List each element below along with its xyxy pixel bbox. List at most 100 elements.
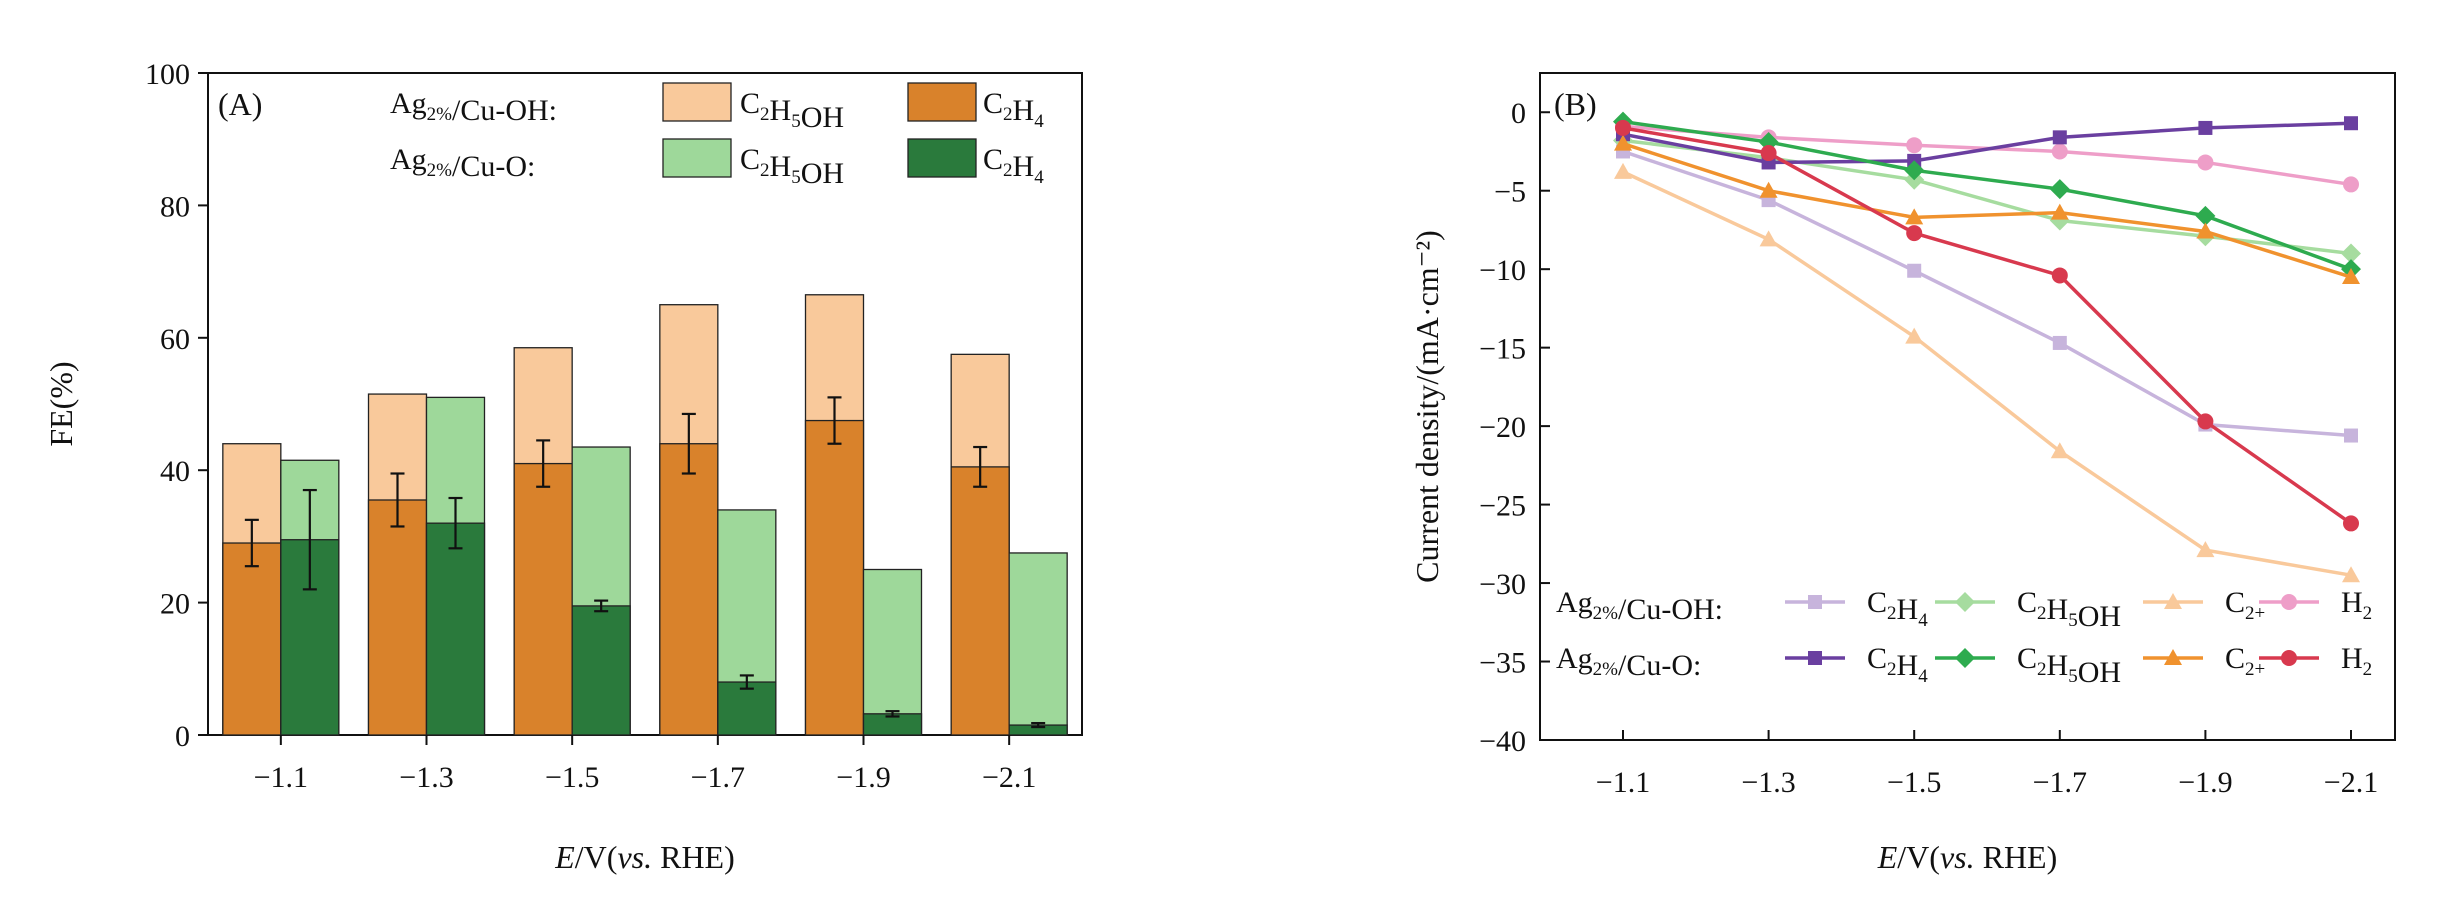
legend-swatch-c2h4	[907, 82, 977, 122]
legend-group-label: Ag2%/Cu-O:	[1556, 642, 1701, 682]
legend-label-c2h4: C2H4	[983, 143, 1044, 188]
y-tick-label: −35	[1479, 647, 1526, 680]
legend-label-c2h4: C2H4	[1867, 642, 1928, 687]
x-tick-label: −1.5	[1887, 766, 1941, 799]
panel-a-bar-chart: 0 20 40 60 80 100 −1.1 −1.3 −1.5 −1.7 −1.9 −2.1 FE(%…	[43, 58, 1083, 875]
plot-frame	[1539, 72, 2396, 741]
data-point-cu-oh-c2plus	[2342, 566, 2360, 583]
bar-c2h4-cu-o	[425, 522, 486, 736]
y-tick-label: −5	[1494, 176, 1526, 209]
series-line-cu-oh-c2h5oh	[1622, 138, 2352, 256]
series-line-cu-o-c2plus	[1622, 141, 2352, 279]
legend-label-c2h5oh: C2H5OH	[740, 143, 844, 190]
bar-c2h4-cu-oh	[950, 466, 1010, 736]
data-point-cu-oh-h2	[2343, 176, 2359, 193]
y-tick-label: 0	[175, 720, 190, 753]
legend-marker	[2281, 650, 2297, 666]
y-tick-label: −20	[1479, 411, 1526, 444]
data-point-cu-oh-h2	[2197, 154, 2214, 171]
y-tick-label: −15	[1479, 333, 1526, 366]
data-point-cu-oh-c2plus	[1905, 327, 1924, 344]
legend-group-label: Ag2%/Cu-O:	[390, 143, 535, 183]
series-line-cu-oh-c2h4	[1622, 149, 2352, 438]
y-axis-title: Current density/(mA·cm⁻²)	[1409, 230, 1445, 583]
data-point-cu-o-c2plus	[2196, 222, 2215, 239]
data-point-cu-o-h2	[2343, 515, 2359, 532]
bar-c2h4-cu-o	[571, 605, 631, 736]
legend-label-c2h4: C2H4	[1867, 586, 1928, 631]
legend-label-c2h5oh: C2H5OH	[2017, 642, 2121, 689]
data-point-cu-oh-c2plus	[1759, 230, 1778, 247]
legend-label-c2plus: C2+	[2225, 586, 2265, 624]
data-point-cu-oh-h2	[2051, 143, 2068, 160]
legend-label-h2: H2	[2341, 586, 2372, 624]
x-tick-label: −1.3	[399, 761, 453, 794]
data-point-cu-oh-c2h5oh	[2341, 243, 2361, 264]
bar-c2h4-cu-o	[717, 681, 777, 736]
x-tick-label: −1.7	[691, 761, 745, 794]
data-point-cu-oh-c2plus	[2196, 541, 2215, 558]
data-point-cu-o-c2h4	[2198, 120, 2213, 135]
x-tick-label: −1.3	[1741, 766, 1795, 799]
bar-c2h5oh-cu-o	[1008, 552, 1068, 736]
legend-marker	[2164, 593, 2182, 609]
y-tick-label: −30	[1479, 568, 1526, 601]
data-point-cu-o-h2	[1615, 119, 1631, 136]
data-point-cu-o-c2h5oh	[1904, 160, 1925, 181]
data-point-cu-o-c2h4	[2052, 130, 2067, 145]
legend-label-h2: H2	[2341, 642, 2372, 680]
data-point-cu-o-c2plus	[2342, 268, 2360, 285]
legend-label-c2h5oh: C2H5OH	[740, 87, 844, 134]
x-axis-title: E/V(vs. RHE)	[1877, 839, 2058, 875]
data-point-cu-o-h2	[2197, 413, 2214, 430]
data-point-cu-oh-c2h4	[1907, 263, 1922, 278]
x-tick-label: −1.9	[836, 761, 890, 794]
bar-c2h4-cu-oh	[513, 462, 573, 736]
data-point-cu-o-c2plus	[1614, 134, 1632, 151]
y-tick-label: 60	[160, 323, 190, 356]
y-tick-label: 100	[145, 58, 190, 91]
legend-swatch-c2h4	[907, 138, 977, 178]
x-tick-label: −1.1	[254, 761, 308, 794]
data-point-cu-o-h2	[1760, 145, 1777, 162]
y-tick-label: 20	[160, 588, 190, 621]
bar-c2h4-cu-oh	[659, 443, 719, 736]
panel-label: (A)	[218, 86, 262, 122]
data-point-cu-oh-c2plus	[1614, 162, 1632, 179]
legend-swatch-c2h5oh	[662, 138, 732, 178]
y-tick-label: 80	[160, 190, 190, 223]
y-tick-label: 0	[1511, 97, 1526, 130]
data-point-cu-oh-c2h4	[2344, 428, 2358, 443]
data-point-cu-oh-c2h4	[2052, 335, 2067, 350]
legend-marker	[2281, 594, 2297, 610]
y-tick-label: 40	[160, 455, 190, 488]
bar-c2h4-cu-oh	[367, 499, 428, 736]
x-tick-label: −2.1	[982, 761, 1036, 794]
series-line-cu-o-c2h4	[1622, 121, 2352, 165]
x-tick-label: −1.9	[2178, 766, 2232, 799]
series-line-cu-oh-c2plus	[1622, 170, 2352, 577]
series-line-cu-o-c2h5oh	[1622, 119, 2352, 271]
y-axis-title: FE(%)	[43, 361, 79, 446]
series-line-cu-o-h2	[1622, 126, 2353, 525]
data-point-cu-oh-h2	[1906, 137, 1923, 154]
panel-label: (B)	[1554, 86, 1597, 122]
x-tick-label: −1.5	[545, 761, 599, 794]
data-point-cu-o-c2plus	[1905, 208, 1924, 225]
panel-b-line-chart: 0 −5 −10 −15 −20 −25 −30 −35 −40 −1.1 −1.3 −1.5 −1.7…	[1409, 72, 2396, 875]
data-point-cu-o-h2	[2051, 267, 2068, 284]
legend-group-label: Ag2%/Cu-OH:	[390, 87, 557, 127]
legend-marker	[1808, 651, 1822, 665]
legend-group-label: Ag2%/Cu-OH:	[1556, 586, 1723, 626]
legend-swatch-c2h5oh	[662, 82, 732, 122]
y-tick-label: −25	[1479, 490, 1526, 523]
data-point-cu-o-c2h4	[2344, 116, 2358, 131]
bar-c2h5oh-cu-o	[862, 568, 923, 736]
legend-marker	[1955, 592, 1975, 612]
x-axis-title: E/V(vs. RHE)	[554, 839, 735, 875]
legend-label-c2plus: C2+	[2225, 642, 2265, 680]
bar-c2h4-cu-oh	[222, 542, 282, 736]
x-tick-label: −1.1	[1596, 766, 1650, 799]
data-point-cu-o-c2h5oh	[2195, 205, 2216, 226]
legend-label-c2h5oh: C2H5OH	[2017, 586, 2121, 633]
